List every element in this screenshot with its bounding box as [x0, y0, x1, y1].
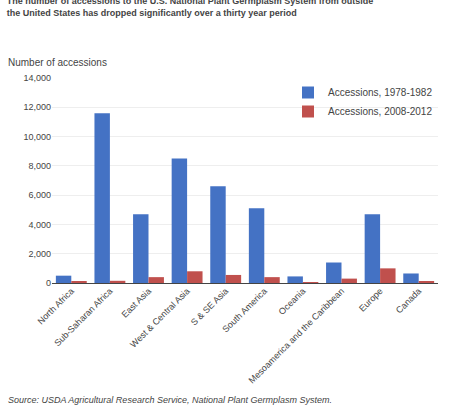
svg-text:Accessions, 2008-2012: Accessions, 2008-2012: [328, 106, 432, 117]
svg-text:Oceania: Oceania: [277, 286, 308, 317]
svg-text:Number of accessions: Number of accessions: [8, 57, 107, 68]
svg-text:Mesoamerica and the Caribbean: Mesoamerica and the Caribbean: [247, 286, 346, 385]
svg-text:South America: South America: [220, 286, 268, 334]
svg-text:0: 0: [46, 278, 51, 288]
svg-text:Accessions, 1978-1982: Accessions, 1978-1982: [328, 87, 432, 98]
svg-text:Europe: Europe: [357, 286, 385, 314]
svg-text:14,000: 14,000: [23, 73, 51, 83]
svg-text:Canada: Canada: [394, 286, 423, 315]
svg-text:Source: USDA Agricultural Rese: Source: USDA Agricultural Research Servi…: [8, 395, 332, 405]
svg-text:12,000: 12,000: [23, 102, 51, 112]
svg-text:East Asia: East Asia: [119, 286, 153, 320]
svg-text:S & SE Asia: S & SE Asia: [189, 286, 230, 327]
svg-text:West & Central Asia: West & Central Asia: [128, 286, 192, 350]
svg-text:2,000: 2,000: [28, 249, 51, 259]
svg-text:4,000: 4,000: [28, 220, 51, 230]
svg-text:The number of accessions to th: The number of accessions to the U.S. Nat…: [7, 0, 374, 18]
svg-text:10,000: 10,000: [23, 132, 51, 142]
svg-text:8,000: 8,000: [28, 161, 51, 171]
svg-text:North Africa: North Africa: [36, 286, 76, 326]
svg-text:Sub-Saharan Africa: Sub-Saharan Africa: [52, 286, 114, 348]
svg-text:6,000: 6,000: [28, 190, 51, 200]
